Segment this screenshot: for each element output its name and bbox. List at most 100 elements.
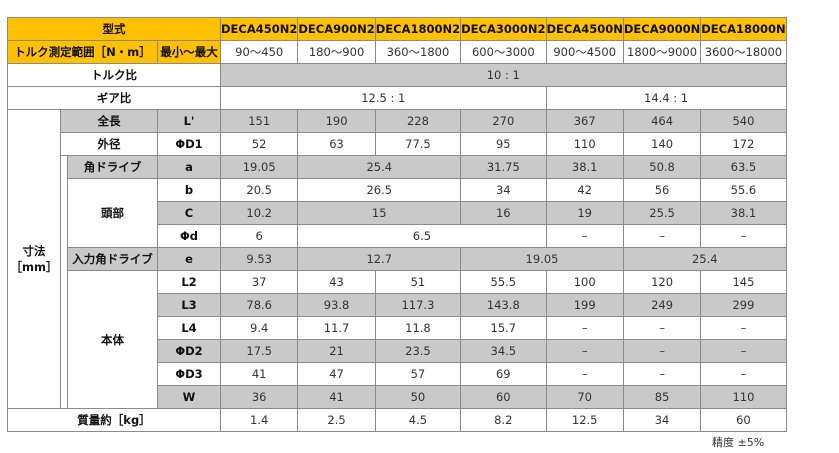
cell: 464 <box>622 109 702 133</box>
cell: 63.5 <box>700 155 787 179</box>
cell: 16 <box>460 201 547 225</box>
cell: 9.4 <box>219 316 299 340</box>
table-row: ΦD2 17.5 21 23.5 34.5– – – <box>8 339 787 363</box>
cell: 頭部 <box>67 178 158 248</box>
cell: 299 <box>700 293 787 317</box>
cell: 78.6 <box>219 293 299 317</box>
cell: a <box>157 155 221 179</box>
table-row: ΦD3 41 47 57 69– – – <box>8 362 787 386</box>
cell: 34.5 <box>460 339 547 363</box>
cell: 52 <box>219 132 299 156</box>
cell: 14.4 : 1 <box>545 86 787 110</box>
cell: – <box>700 339 787 363</box>
cell: 249 <box>622 293 702 317</box>
cell: – <box>700 224 787 248</box>
cell: DECA9000N <box>622 17 702 41</box>
cell: L' <box>157 109 221 133</box>
cell: 最小～最大 <box>157 40 221 64</box>
cell: L4 <box>157 316 221 340</box>
cell: C <box>157 201 221 225</box>
cell: 34 <box>622 408 702 432</box>
cell: 34 <box>460 178 547 202</box>
cell: 93.8 <box>297 293 376 317</box>
cell: DECA1800N2 <box>374 17 462 41</box>
table-row: 本体 L2 37 43 51 55.5 100 120 145 <box>8 270 787 409</box>
cell: – <box>700 362 787 386</box>
cell: 25.5 <box>622 201 702 225</box>
cell: 19.05 <box>219 155 299 179</box>
cell: 38.1 <box>700 201 787 225</box>
cell: 3600～18000 <box>700 40 787 64</box>
cell: 36 <box>219 385 299 409</box>
cell: 20.5 <box>219 178 299 202</box>
cell: 600～3000 <box>460 40 547 64</box>
table-row: トルク測定範囲［N・m］ 最小～最大 90～450 180～900 360～1800 60… <box>7 40 787 64</box>
cell: 77.5 <box>374 132 462 156</box>
cell: 100 <box>545 270 624 294</box>
cell: 42 <box>545 178 624 202</box>
cell: 19 <box>545 201 624 225</box>
cell: L2 <box>157 270 221 294</box>
cell: 56 <box>622 178 702 202</box>
cell: 質量約［kg］ <box>7 408 221 432</box>
cell: 23.5 <box>374 339 462 363</box>
cell: 19.05 <box>460 247 624 271</box>
cell: 70 <box>545 385 624 409</box>
cell: b <box>157 178 221 202</box>
cell: 1.4 <box>219 408 299 432</box>
cell: 4.5 <box>374 408 462 432</box>
cell: e <box>157 247 221 271</box>
cell: 228 <box>374 109 462 133</box>
cell: 900～4500 <box>545 40 624 64</box>
cell: 11.8 <box>374 316 462 340</box>
cell: 25.4 <box>622 247 787 271</box>
cell: 全長 <box>60 109 158 133</box>
cell: 6 <box>219 224 299 248</box>
cell: 120 <box>622 270 702 294</box>
cell: 12.5 <box>545 408 624 432</box>
cell: 43 <box>297 270 376 294</box>
cell: 6.5 <box>297 224 547 248</box>
cell: 540 <box>700 109 787 133</box>
cell: 26.5 <box>297 178 462 202</box>
cell: 95 <box>460 132 547 156</box>
cell: DECA4500N <box>545 17 624 41</box>
cell: 41 <box>297 385 376 409</box>
cell: 51 <box>374 270 462 294</box>
cell: – <box>700 316 787 340</box>
cell: 110 <box>545 132 624 156</box>
cell: 角ドライブ <box>67 155 158 179</box>
cell: 270 <box>460 109 547 133</box>
table-row: 入力角ドライブ e 9.53 12.7 19.05 25.4 <box>8 247 787 271</box>
cell: – <box>622 362 702 386</box>
cell: 90～450 <box>219 40 299 64</box>
spec-table: 型式 DECA450N2 DECA900N2 DECA1800N2 DECA3000N2… <box>7 17 787 432</box>
cell: 63 <box>297 132 376 156</box>
table-row: 質量約［kg］ 1.4 2.5 4.5 8.2 12.5 34 60 <box>7 408 787 432</box>
cell: ギア比 <box>7 86 221 110</box>
cell: 1800～9000 <box>622 40 702 64</box>
cell: 2.5 <box>297 408 376 432</box>
cell: 140 <box>622 132 702 156</box>
cell: 151 <box>219 109 299 133</box>
cell: 12.5 : 1 <box>220 86 547 110</box>
empty-cell <box>60 155 68 409</box>
cell: W <box>157 385 221 409</box>
cell: ΦD2 <box>157 339 221 363</box>
cell: 199 <box>545 293 624 317</box>
cell: 55.6 <box>700 178 787 202</box>
cell: – <box>545 224 624 248</box>
cell: – <box>545 339 624 363</box>
cell: DECA450N2 <box>219 17 299 41</box>
cell: ΦD1 <box>157 132 221 156</box>
cell: 190 <box>297 109 376 133</box>
cell: 367 <box>545 109 624 133</box>
cell: 57 <box>374 362 462 386</box>
cell: 50 <box>374 385 462 409</box>
cell: 17.5 <box>219 339 299 363</box>
cell: L3 <box>157 293 221 317</box>
table-row: L4 9.4 11.7 11.8 15.7– – – <box>8 316 787 340</box>
cell: 143.8 <box>460 293 547 317</box>
cell: 50.8 <box>622 155 702 179</box>
